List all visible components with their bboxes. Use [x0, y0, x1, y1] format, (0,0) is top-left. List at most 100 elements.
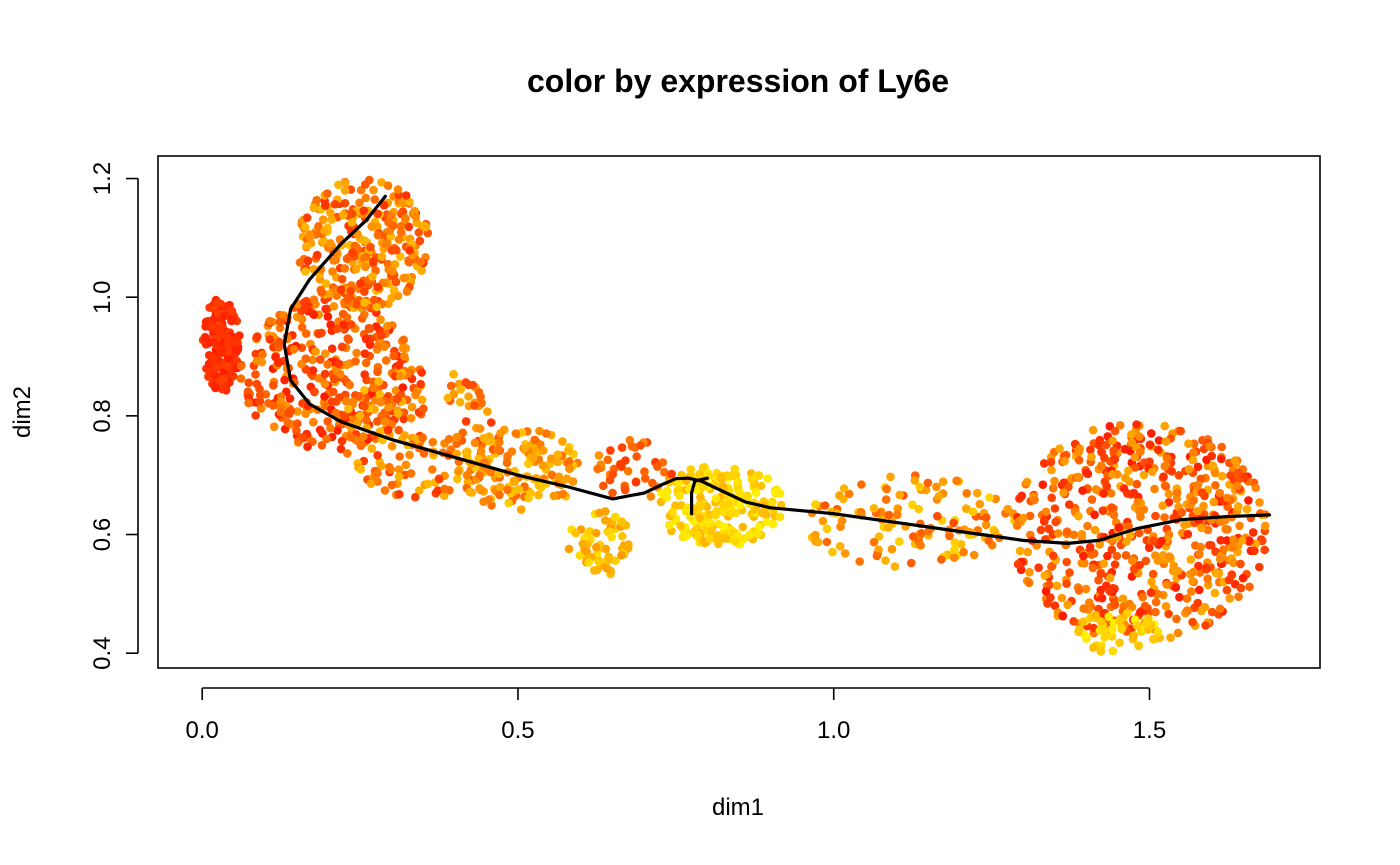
data-point — [719, 500, 728, 509]
y-tick-label: 0.6 — [89, 518, 116, 551]
data-point — [1229, 558, 1238, 568]
data-point — [395, 452, 405, 461]
data-point — [1030, 495, 1039, 505]
data-point — [314, 329, 324, 339]
data-point — [324, 289, 334, 299]
data-point — [405, 450, 414, 460]
data-point — [222, 361, 231, 370]
data-point — [1013, 559, 1023, 569]
data-point — [327, 397, 337, 407]
data-point — [305, 230, 315, 239]
data-point — [470, 438, 480, 448]
data-point — [1225, 594, 1235, 603]
data-point — [380, 417, 390, 426]
data-point — [1097, 461, 1106, 471]
data-point — [828, 547, 837, 557]
data-point — [718, 507, 728, 517]
data-point — [1148, 536, 1158, 545]
data-point — [1085, 542, 1095, 552]
data-point — [309, 295, 319, 305]
data-point — [1024, 578, 1034, 588]
data-point — [1047, 493, 1056, 503]
data-point — [1069, 530, 1079, 540]
data-point — [595, 508, 604, 518]
data-point — [1136, 447, 1145, 457]
data-point — [1151, 597, 1161, 607]
data-point — [366, 242, 375, 252]
data-point — [818, 516, 828, 526]
data-point — [369, 383, 378, 393]
data-point — [377, 178, 386, 187]
data-point — [735, 500, 745, 510]
data-point — [393, 409, 403, 418]
data-point — [1222, 585, 1232, 595]
data-point — [1251, 539, 1260, 548]
data-point — [1136, 607, 1145, 617]
data-point — [1193, 462, 1203, 472]
data-point — [510, 477, 519, 487]
data-point — [893, 510, 902, 519]
data-point — [1043, 599, 1052, 608]
data-point — [1118, 594, 1128, 603]
data-point — [419, 449, 429, 458]
data-point — [1098, 506, 1108, 515]
data-point — [1193, 598, 1203, 608]
data-point — [255, 390, 265, 400]
data-point — [1141, 556, 1151, 566]
data-point — [320, 369, 330, 379]
data-point — [258, 350, 267, 359]
data-point — [855, 557, 864, 566]
data-point — [360, 298, 369, 307]
data-point — [617, 517, 627, 527]
data-point — [1130, 453, 1140, 462]
data-point — [1147, 577, 1156, 587]
data-point — [398, 207, 408, 216]
data-point — [1036, 525, 1046, 535]
data-point — [1172, 614, 1181, 624]
data-point — [1250, 546, 1259, 556]
data-point — [752, 529, 762, 538]
data-point — [1174, 471, 1184, 480]
data-point — [1069, 617, 1078, 626]
data-point — [338, 210, 348, 220]
data-point — [376, 315, 385, 325]
data-point — [1085, 598, 1094, 607]
data-point — [603, 455, 613, 465]
data-point — [411, 492, 420, 502]
data-point — [351, 300, 361, 309]
data-point — [1205, 540, 1214, 550]
data-point — [1095, 540, 1104, 549]
data-point — [1142, 619, 1151, 628]
data-point — [1091, 611, 1100, 620]
data-point — [302, 242, 312, 251]
data-point — [714, 539, 723, 549]
data-point — [553, 450, 563, 460]
data-point — [201, 322, 210, 331]
data-point — [608, 470, 618, 479]
data-point — [1145, 457, 1154, 467]
data-point — [578, 539, 588, 549]
data-point — [421, 222, 431, 232]
data-point — [386, 210, 396, 220]
data-point — [618, 532, 627, 541]
data-point — [949, 553, 959, 562]
data-point — [428, 437, 438, 447]
data-point — [1172, 488, 1182, 498]
data-point — [373, 341, 383, 351]
data-point — [1157, 536, 1166, 546]
data-point — [697, 501, 706, 511]
data-point — [838, 494, 848, 504]
data-point — [1124, 522, 1133, 531]
data-point — [1110, 560, 1120, 569]
data-point — [636, 441, 645, 450]
data-point — [822, 524, 832, 534]
data-point — [1041, 587, 1051, 596]
data-point — [1205, 442, 1214, 451]
data-point — [1161, 482, 1171, 491]
data-point — [406, 413, 416, 423]
data-point — [1160, 513, 1169, 522]
data-point — [1140, 601, 1150, 611]
data-point — [327, 215, 337, 224]
data-point — [297, 323, 307, 332]
data-point — [311, 347, 320, 356]
